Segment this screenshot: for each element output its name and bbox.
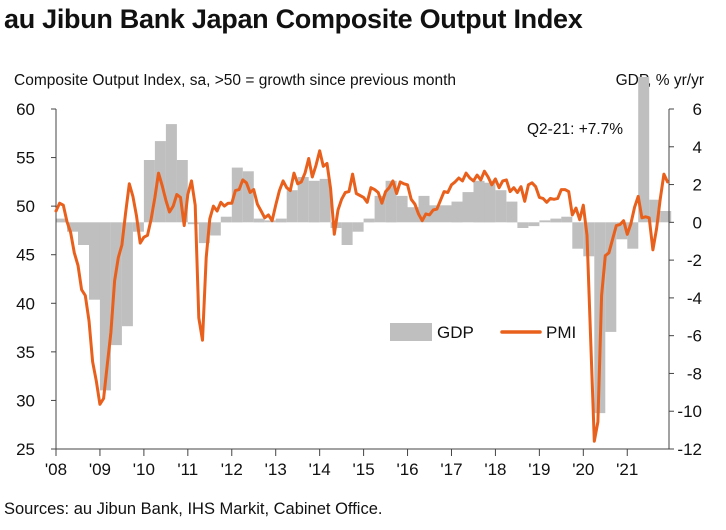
gdp-bar (550, 218, 562, 223)
gdp-bar (242, 171, 254, 223)
gdp-bar (539, 220, 551, 223)
x-axis-tick-label: '16 (396, 460, 418, 479)
gdp-bar (319, 178, 331, 223)
right-axis-tick-label: -2 (687, 251, 702, 270)
gdp-bar (99, 222, 111, 391)
gdp-bar (297, 177, 309, 223)
x-axis-tick-label: '20 (572, 460, 594, 479)
left-axis-tick-label: 60 (16, 100, 35, 119)
right-axis-title: GDP, % yr/yr (615, 72, 704, 89)
x-axis-tick-label: '08 (45, 460, 67, 479)
gdp-bar (528, 222, 540, 227)
gdp-bar (627, 222, 639, 249)
x-axis-tick-label: '15 (353, 460, 375, 479)
right-axis-tick-label: -4 (687, 289, 702, 308)
gdp-bar (429, 205, 441, 223)
gdp-bar (484, 182, 496, 223)
legend-gdp-swatch (390, 323, 432, 341)
left-axis-tick-label: 30 (16, 391, 35, 410)
right-axis-tick-label: 6 (693, 100, 702, 119)
gdp-bar (572, 222, 584, 249)
x-axis-tick-label: '14 (309, 460, 331, 479)
gdp-bar (209, 222, 221, 236)
gdp-bar (220, 216, 232, 223)
gdp-bar (495, 190, 507, 223)
gdp-bar (165, 124, 177, 223)
gdp-bar (583, 222, 595, 257)
legend-gdp-label: GDP (437, 323, 474, 342)
x-axis-tick-label: '09 (89, 460, 111, 479)
gdp-bar (462, 192, 474, 223)
gdp-bar (385, 180, 397, 223)
gdp-bar (517, 222, 529, 228)
source-note: Sources: au Jibun Bank, IHS Markit, Cabi… (4, 500, 383, 518)
x-axis-tick-label: '21 (616, 460, 638, 479)
left-axis-tick-label: 25 (16, 440, 35, 459)
right-axis-tick-label: -6 (687, 327, 702, 346)
gdp-bar (506, 201, 518, 223)
gdp-bar (605, 222, 617, 332)
right-axis-tick-label: -12 (677, 440, 702, 459)
left-axis-tick-label: 40 (16, 294, 35, 313)
gdp-bar (660, 211, 672, 223)
left-axis-tick-label: 55 (16, 149, 35, 168)
gdp-bar (286, 190, 298, 223)
x-axis-tick-label: '18 (484, 460, 506, 479)
gdp-bar (89, 222, 100, 300)
gdp-bar (198, 222, 210, 244)
right-axis-tick-label: 2 (693, 176, 702, 195)
gdp-bar (374, 195, 386, 223)
gdp-bar (473, 180, 485, 223)
right-axis-tick-label: -8 (687, 364, 702, 383)
legend-pmi-label: PMI (546, 323, 576, 342)
x-axis-tick-label: '11 (177, 460, 198, 479)
x-axis-tick-label: '10 (133, 460, 155, 479)
gdp-bar (176, 160, 188, 223)
x-axis-tick-label: '19 (528, 460, 550, 479)
gdp-bar (275, 218, 287, 223)
gdp-bar (418, 195, 430, 223)
q2-21-annotation: Q2-21: +7.7% (527, 121, 623, 138)
gdp-bar (451, 201, 463, 223)
gdp-bar (121, 222, 133, 327)
gdp-bar (561, 216, 573, 223)
gdp-bar (649, 199, 661, 223)
gdp-bar (78, 222, 89, 245)
composite-output-chart: 60 55 50 45 40 35 30 25 6 4 2 0 -2 -4 -6 -8 -10 -12 '08 '09… (16, 76, 702, 479)
left-axis-tick-label: 35 (16, 343, 35, 362)
gdp-bar (187, 222, 199, 225)
gdp-bar (264, 220, 276, 223)
left-axis-tick-label: 45 (16, 246, 35, 265)
right-axis-tick-label: -10 (677, 402, 702, 421)
page-title: au Jibun Bank Japan Composite Output Ind… (4, 4, 583, 34)
right-axis-tick-label: 0 (693, 213, 702, 232)
gdp-bar (407, 207, 419, 223)
gdp-bar (67, 222, 78, 232)
x-axis-tick-label: '13 (265, 460, 287, 479)
gdp-bar (143, 160, 155, 223)
gdp-bar (253, 218, 265, 223)
gdp-bar (56, 218, 67, 223)
gdp-bar (363, 218, 375, 223)
gdp-bar (616, 222, 628, 240)
left-axis-title: Composite Output Index, sa, >50 = growth… (14, 72, 456, 89)
right-axis-tick-label: 4 (693, 138, 702, 157)
gdp-bar (396, 195, 408, 223)
gdp-bar (341, 222, 353, 245)
gdp-bar (352, 222, 364, 232)
x-axis-tick-label: '17 (440, 460, 462, 479)
gdp-bar (440, 205, 452, 223)
gdp-bar (110, 222, 122, 346)
x-axis-tick-label: '12 (221, 460, 243, 479)
gdp-bar (308, 180, 320, 223)
left-axis-tick-label: 50 (16, 197, 35, 216)
pmi-line (54, 149, 669, 443)
gdp-bar (638, 76, 650, 223)
gdp-bar (231, 167, 243, 223)
